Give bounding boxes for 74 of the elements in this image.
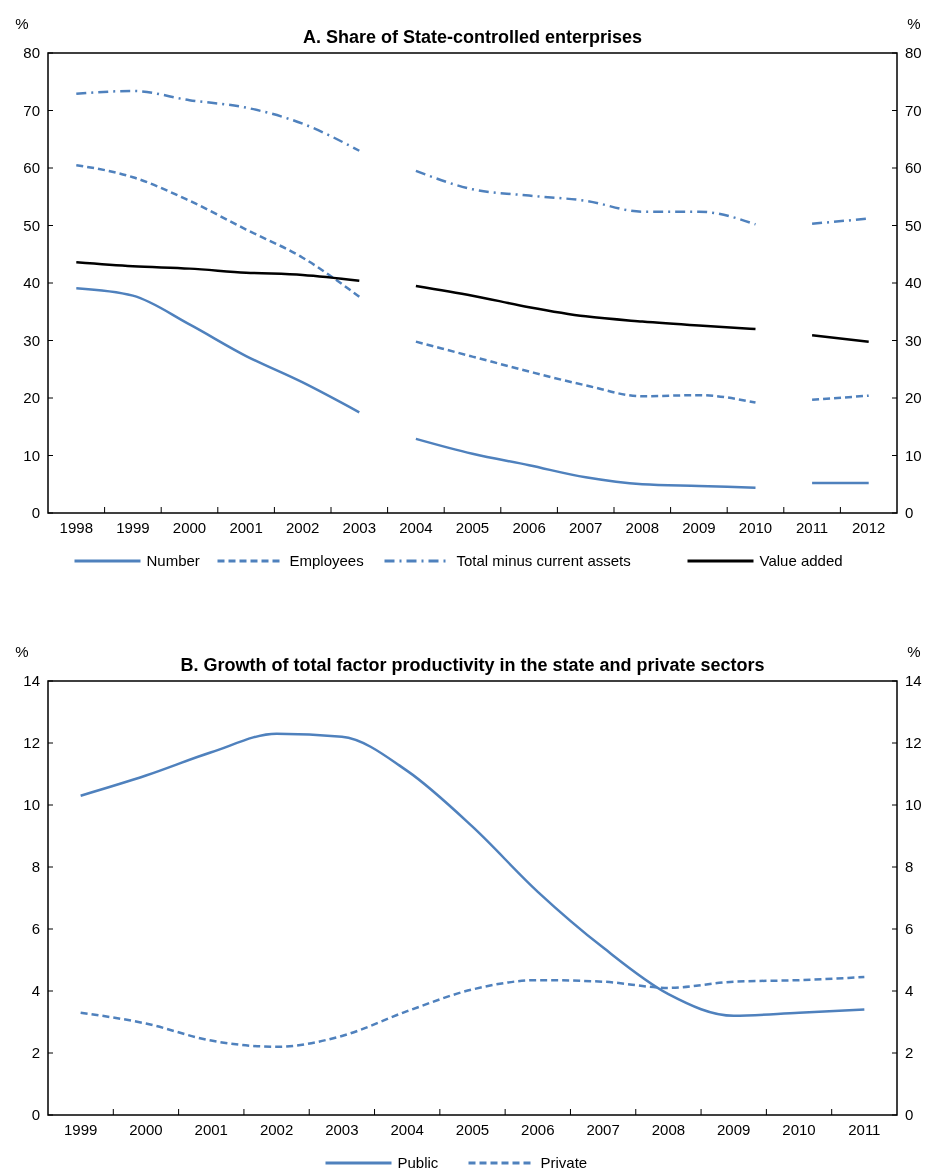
x-tick-label: 2008	[625, 519, 659, 536]
y2-tick-label: 14	[905, 672, 922, 690]
y2-tick-label: 60	[905, 159, 922, 177]
x-tick-label: 2006	[521, 1121, 555, 1138]
y-tick-label: 14	[23, 672, 40, 690]
x-tick-label: 2004	[390, 1121, 424, 1138]
y-tick-label: 30	[23, 331, 40, 349]
x-tick-label: 2010	[782, 1121, 816, 1138]
y-tick-label: 10	[23, 446, 40, 464]
x-tick-label: 2009	[682, 519, 716, 536]
x-tick-label: 2008	[651, 1121, 686, 1138]
x-tick-label: 2011	[848, 1121, 881, 1138]
y-tick-label: 60	[23, 159, 40, 177]
x-tick-label: 2001	[229, 519, 263, 536]
y-tick-label: 10	[23, 796, 40, 814]
chart-title: B. Growth of total factor productivity in the state and private sectors	[180, 655, 765, 675]
y2-tick-label: 0	[905, 1106, 914, 1124]
y-tick-label: 6	[31, 920, 40, 938]
y2-axis-title: %	[907, 15, 921, 32]
x-tick-label: 2007	[586, 1121, 620, 1138]
y2-axis-title: %	[907, 643, 921, 660]
y2-tick-label: 40	[905, 274, 922, 292]
x-tick-label: 2002	[286, 519, 320, 536]
x-tick-label: 2012	[852, 519, 886, 536]
x-tick-label: 2000	[129, 1121, 163, 1138]
x-tick-label: 2000	[172, 519, 207, 536]
y-tick-label: 8	[31, 858, 40, 876]
y-tick-label: 12	[23, 734, 40, 752]
x-tick-label: 2003	[325, 1121, 359, 1138]
y-axis-title: %	[15, 15, 29, 32]
x-tick-label: 2010	[738, 519, 773, 536]
chart-title: A. Share of State-controlled enterprises	[302, 27, 643, 47]
y-tick-label: 2	[31, 1044, 40, 1062]
y-axis-title: %	[15, 643, 29, 660]
y-tick-label: 40	[23, 274, 40, 292]
x-tick-label: 2007	[569, 519, 603, 536]
x-tick-label: 1999	[63, 1121, 98, 1138]
x-tick-label: 1999	[116, 519, 150, 536]
y2-tick-label: 20	[905, 389, 922, 407]
y2-tick-label: 6	[905, 920, 914, 938]
y-tick-label: 0	[31, 504, 40, 522]
y-tick-label: 0	[31, 1106, 40, 1124]
y2-tick-label: 8	[905, 858, 914, 876]
y2-tick-label: 0	[905, 504, 914, 522]
x-tick-label: 2004	[399, 519, 433, 536]
y2-tick-label: 10	[905, 446, 922, 464]
legend-label: Number	[146, 552, 200, 570]
y2-tick-label: 4	[905, 982, 914, 1000]
y2-tick-label: 30	[905, 331, 922, 349]
y-tick-label: 80	[23, 44, 40, 62]
y2-tick-label: 2	[905, 1044, 914, 1062]
y-tick-label: 4	[31, 982, 40, 1000]
y2-tick-label: 50	[905, 216, 922, 234]
y2-tick-label: 10	[905, 796, 922, 814]
x-tick-label: 1998	[59, 519, 93, 536]
x-tick-label: 2002	[259, 1121, 294, 1138]
x-tick-label: 2005	[455, 1121, 490, 1138]
x-tick-label: 2011	[795, 519, 829, 536]
x-tick-label: 2003	[342, 519, 376, 536]
x-tick-label: 2005	[455, 519, 490, 536]
legend-label: Employees	[289, 552, 364, 570]
y2-tick-label: 12	[905, 734, 922, 752]
y2-tick-label: 70	[905, 101, 922, 119]
x-tick-label: 2001	[194, 1121, 228, 1138]
x-tick-label: 2006	[512, 519, 546, 536]
legend-label: Public	[397, 1154, 439, 1169]
x-tick-label: 2009	[717, 1121, 751, 1138]
legend-label: Value added	[759, 552, 843, 570]
legend-label: Private	[540, 1154, 588, 1169]
y-tick-label: 70	[23, 101, 40, 119]
legend-label: Total minus current assets	[456, 552, 631, 570]
y2-tick-label: 80	[905, 44, 922, 62]
y-tick-label: 50	[23, 216, 40, 234]
y-tick-label: 20	[23, 389, 40, 407]
